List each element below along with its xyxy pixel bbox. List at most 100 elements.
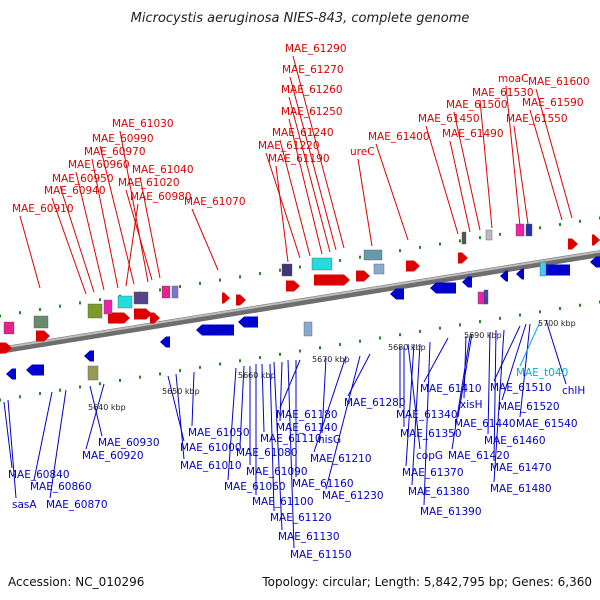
label-leader-top [535, 88, 573, 219]
summary-text: Topology: circular; Length: 5,842,795 bp… [261, 575, 592, 589]
gene-label-forward: MAE_60980 [130, 191, 192, 203]
track-dot [179, 285, 181, 289]
track-dot [239, 359, 241, 363]
gene-box-highlight [539, 261, 547, 277]
gene-label-reverse: chlH [562, 385, 585, 397]
label-leader-top [275, 165, 289, 263]
label-leader-bottom [321, 357, 327, 434]
label-leader-bottom [191, 371, 195, 427]
gene-box-khaki [87, 365, 99, 381]
gene-arrow-forward [458, 252, 468, 264]
track-dot [119, 378, 121, 382]
scale-tick-label: 5640 kbp [88, 403, 126, 412]
gene-label-reverse: MAE_61210 [310, 453, 372, 465]
label-leader-bottom [279, 359, 301, 409]
gene-arrow-forward [134, 308, 152, 320]
scale-tick-label: 5650 kbp [162, 387, 200, 396]
gene-arrow-reverse [516, 268, 524, 280]
scale-ticks: 5640 kbp 5650 kbp 5660 kbp 5670 kbp 5680 kbp… [88, 319, 576, 412]
track-dot [219, 362, 221, 366]
gene-label-reverse: MAE_61410 [420, 383, 482, 395]
map-title: Microcystis aeruginosa NIES-843, complet… [131, 11, 470, 26]
label-leader-bottom [457, 333, 473, 418]
track-dot [199, 365, 201, 369]
gene-box-steel [363, 249, 383, 261]
track-dot [499, 232, 501, 236]
track-dot [79, 301, 81, 305]
gene-label-forward: MAE_61260 [281, 84, 343, 96]
gene-label-reverse: MAE_61540 [516, 418, 578, 430]
gene-label-forward: MAE_61070 [184, 196, 246, 208]
track-dot [279, 268, 281, 272]
gene-box-green [33, 315, 49, 329]
gene-labels: MAE_60910MAE_60940MAE_60950MAE_60960MAE_… [8, 43, 590, 561]
label-leader-top [265, 152, 301, 259]
track-dot [319, 346, 321, 350]
gene-arrow-reverse [6, 368, 16, 380]
gene-label-forward: MAE_61190 [268, 153, 330, 165]
gene-label-reverse: MAE_61370 [402, 467, 464, 479]
gene-arrow-reverse [390, 288, 404, 300]
track-dot [79, 385, 81, 389]
gene-label-forward: MAE_61020 [118, 177, 180, 189]
gene-label-reverse: MAE_61440 [454, 418, 516, 430]
track-dot [559, 307, 561, 311]
gene-label-reverse: MAE_61280 [344, 397, 406, 409]
gene-label-reverse: MAE_t040 [516, 367, 568, 379]
track-dot [419, 245, 421, 249]
gene-label-reverse: MAE_61000 [180, 442, 242, 454]
gene-label-reverse: MAE_61380 [408, 486, 470, 498]
gene-label-reverse: MAE_61100 [252, 496, 314, 508]
label-leader-top [289, 76, 337, 251]
gene-arrow-reverse [26, 364, 44, 376]
label-leader-top [59, 185, 95, 293]
genome-backbone [0, 250, 600, 354]
track-dot [99, 298, 101, 302]
gene-label-reverse: MAE_60930 [98, 437, 160, 449]
label-leader-bottom [519, 321, 541, 367]
track-dot [19, 395, 21, 399]
label-leader-bottom [493, 325, 521, 382]
gene-label-reverse: copG [416, 450, 443, 462]
gene-arrow-forward [0, 342, 12, 354]
label-leader-bottom [423, 341, 431, 506]
gene-arrow-forward [568, 238, 578, 250]
gene-box-purple [133, 291, 149, 305]
track-dot [179, 369, 181, 373]
label-leader-bottom [89, 385, 103, 437]
gene-box-lightsteel [303, 321, 313, 337]
gene-box-pink [3, 321, 15, 335]
track-dot [59, 304, 61, 308]
gene-label-forward: MAE_61040 [132, 164, 194, 176]
gene-arrow-forward [36, 330, 50, 342]
track-dot [39, 307, 41, 311]
track-dot [399, 333, 401, 337]
track-dot [459, 239, 461, 243]
label-leader-top [513, 125, 529, 225]
label-leader-top [51, 197, 87, 295]
label-leader-top [19, 215, 41, 289]
gene-label-forward: MAE_60950 [52, 173, 114, 185]
track-dot [439, 326, 441, 330]
gene-label-reverse: MAE_61510 [490, 382, 552, 394]
gene-label-reverse: MAE_61420 [448, 450, 510, 462]
gene-arrow-forward [236, 294, 246, 306]
gene-label-reverse: MAE_61050 [188, 427, 250, 439]
gene-box-cyan [117, 295, 133, 309]
gene-label-forward: MAE_61030 [112, 118, 174, 130]
gene-label-reverse: MAE_61160 [292, 478, 354, 490]
gene-arrow-forward [108, 312, 130, 324]
gene-arrow-forward [314, 274, 350, 286]
label-leader-bottom [423, 337, 449, 383]
gene-box-grey [461, 231, 467, 245]
label-leader-top [91, 158, 119, 289]
label-leader-top [191, 208, 219, 271]
track-dot [299, 349, 301, 353]
track-dot [59, 388, 61, 392]
gene-label-reverse: MAE_61480 [490, 483, 552, 495]
label-leader-top [425, 125, 459, 235]
gene-box-navy [525, 223, 533, 237]
gene-arrow-reverse [238, 316, 258, 328]
gene-label-forward: MAE_61590 [522, 97, 584, 109]
